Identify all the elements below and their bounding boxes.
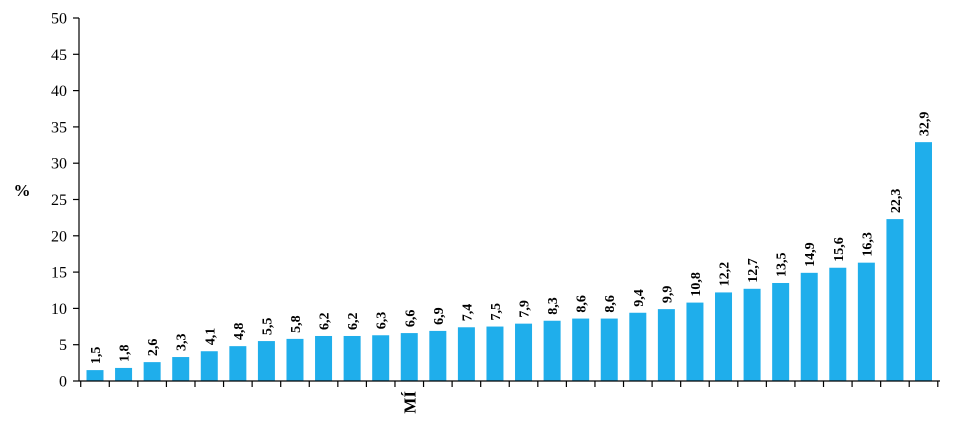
data-label: 14,9 (803, 242, 818, 267)
bar (743, 288, 761, 381)
data-label: 6,3 (375, 312, 390, 330)
data-label: 7,4 (460, 304, 475, 322)
data-label: 7,9 (518, 300, 533, 318)
bar (457, 327, 475, 381)
x-category-label: MÍ (400, 391, 419, 414)
data-label: 9,4 (632, 289, 647, 307)
y-tick-label: 0 (59, 374, 67, 391)
y-tick-label: 25 (51, 192, 67, 209)
bar (686, 302, 704, 381)
y-tick-label: 40 (51, 83, 67, 100)
bar (372, 335, 390, 381)
y-tick-label: 30 (51, 156, 67, 173)
data-label: 6,6 (403, 310, 418, 328)
bar (915, 142, 932, 381)
y-tick-label: 10 (51, 301, 67, 318)
data-label: 4,1 (203, 328, 218, 346)
data-label: 6,2 (318, 312, 333, 330)
bar (572, 318, 590, 381)
bar (400, 333, 418, 381)
bar (229, 346, 247, 381)
y-tick-label: 20 (51, 228, 67, 245)
data-labels: 1,5 1,8 2,6 3,3 4,1 4,8 5,5 5,8 6,2 6,2 6,3 6,6 6,9 7… (89, 112, 933, 364)
data-label: 1,8 (118, 344, 133, 362)
bar (286, 338, 304, 381)
data-label: 3,3 (175, 334, 190, 352)
bar (800, 272, 818, 381)
data-label: 1,5 (89, 347, 104, 365)
y-tick-label: 15 (51, 265, 67, 282)
bar (86, 370, 104, 381)
y-tick-label: 50 (51, 11, 67, 28)
bar (172, 357, 190, 381)
bar (486, 326, 504, 381)
data-label: 13,5 (775, 252, 790, 277)
bar (515, 323, 533, 381)
y-axis-label: % (14, 181, 31, 200)
bar (857, 262, 875, 381)
y-tick-label: 35 (51, 119, 67, 136)
bar (657, 309, 675, 381)
data-label: 8,6 (575, 295, 590, 313)
data-label: 4,8 (232, 323, 247, 341)
data-label: 10,8 (689, 272, 704, 297)
bar (629, 312, 647, 381)
bar (543, 320, 561, 381)
y-tick-label: 45 (51, 47, 67, 64)
bar (200, 351, 218, 381)
data-label: 8,6 (603, 295, 618, 313)
data-label: 5,5 (260, 318, 275, 336)
bar (429, 330, 447, 381)
bar (257, 341, 275, 381)
y-tick-label: 5 (59, 337, 67, 354)
data-label: 15,6 (832, 237, 847, 262)
data-label: 22,3 (889, 189, 904, 214)
bar (772, 282, 790, 381)
data-label: 12,2 (718, 262, 733, 287)
data-label: 9,9 (660, 286, 675, 304)
data-label: 2,6 (146, 339, 161, 357)
bars (86, 142, 932, 381)
bar (343, 335, 361, 381)
data-label: 5,8 (289, 315, 304, 333)
bar (115, 367, 133, 381)
bar (886, 219, 904, 381)
y-axis-ticks: 0 5 10 15 20 25 30 35 40 45 50 (51, 11, 79, 391)
data-label: 6,2 (346, 312, 361, 330)
bar (315, 335, 333, 381)
bar (829, 267, 847, 381)
data-label: 7,5 (489, 303, 504, 321)
data-label: 32,9 (918, 112, 933, 137)
data-label: 12,7 (746, 258, 761, 283)
bar (600, 318, 618, 381)
data-label: 6,9 (432, 307, 447, 325)
bar (143, 362, 161, 381)
bar (715, 292, 733, 381)
data-label: 16,3 (860, 232, 875, 257)
data-label: 8,3 (546, 297, 561, 315)
x-axis-ticks: MÍ (80, 381, 939, 414)
